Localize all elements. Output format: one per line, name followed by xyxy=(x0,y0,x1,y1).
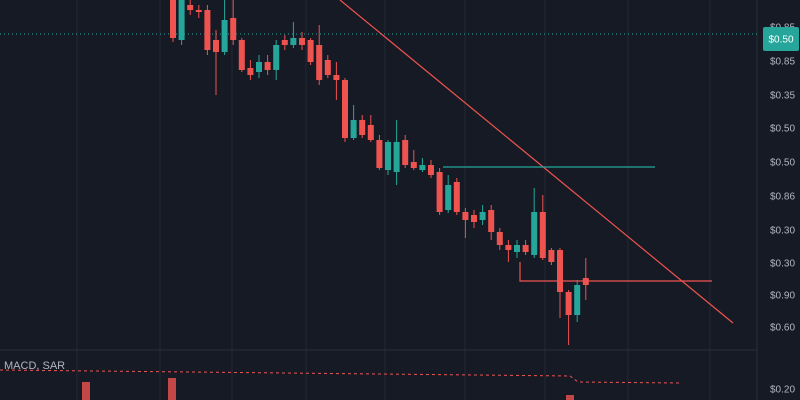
candle-body xyxy=(290,38,297,45)
candle-body xyxy=(393,142,400,172)
candles xyxy=(170,0,589,345)
candle-body xyxy=(462,212,469,220)
price-axis-label: $0.50 xyxy=(770,158,795,169)
candle-body xyxy=(213,40,219,52)
candle-body xyxy=(316,45,323,80)
macd-bar xyxy=(82,382,90,400)
candle-body xyxy=(195,10,202,12)
candle-body xyxy=(479,212,486,220)
sar-line xyxy=(0,369,681,384)
price-axis-label: $0.30 xyxy=(770,226,795,237)
grid xyxy=(0,0,758,400)
macd-bar xyxy=(566,395,574,400)
candle-body xyxy=(367,125,374,140)
price-axis-label: $0.85 xyxy=(770,57,795,68)
candle-body xyxy=(324,60,331,75)
candle-body xyxy=(299,38,305,45)
candle-body xyxy=(574,285,581,315)
candle-body xyxy=(531,212,538,255)
price-axis-label: $0.20 xyxy=(770,385,795,396)
price-badge xyxy=(763,27,799,51)
candle-body xyxy=(230,18,237,40)
candle-body xyxy=(505,245,512,250)
candle-body xyxy=(359,120,366,135)
candle-body xyxy=(281,40,288,45)
candle-body xyxy=(522,245,529,252)
candle-body xyxy=(342,80,348,138)
price-badge-text: $0.50 xyxy=(768,35,793,46)
horizontal-ray[interactable] xyxy=(519,262,712,282)
candle-body xyxy=(238,40,245,70)
candle-body xyxy=(247,68,254,75)
macd-bar xyxy=(168,378,176,400)
price-axis-label: $0.30 xyxy=(770,259,795,270)
candle-body xyxy=(539,212,546,258)
price-axis-label: $0.60 xyxy=(770,323,795,334)
candle-body xyxy=(436,172,443,212)
candle-body xyxy=(514,245,520,252)
candle-body xyxy=(488,210,495,232)
candle-body xyxy=(548,250,555,262)
trend-line[interactable] xyxy=(339,0,734,324)
candle-body xyxy=(453,182,460,212)
candle-body xyxy=(187,5,194,10)
candle-body xyxy=(410,162,417,168)
indicator-label[interactable]: MACD, SAR xyxy=(4,360,65,372)
candle-body xyxy=(445,185,452,210)
price-axis-label: $0.86 xyxy=(770,192,795,203)
candle-body xyxy=(496,232,503,245)
candle-body xyxy=(256,62,262,72)
candle-body xyxy=(178,0,185,40)
candle-body xyxy=(376,140,383,168)
candle-body xyxy=(221,20,228,52)
candle-body xyxy=(419,165,426,170)
candle-body xyxy=(471,215,477,222)
candle-body xyxy=(273,45,280,70)
candle-body xyxy=(170,0,176,38)
candle-body xyxy=(333,75,340,80)
candle-body xyxy=(264,62,271,70)
candle-body xyxy=(402,140,409,165)
price-axis-label: $0.90 xyxy=(770,291,795,302)
price-axis-label: $0.50 xyxy=(770,124,795,135)
candle-body xyxy=(385,142,391,170)
candle-body xyxy=(350,120,357,138)
candle-body xyxy=(428,165,434,175)
price-axis-label: $0.35 xyxy=(770,91,795,102)
candle-body xyxy=(565,292,572,315)
candle-body xyxy=(557,250,563,292)
candle-body xyxy=(204,10,211,50)
candle-body xyxy=(307,40,314,62)
